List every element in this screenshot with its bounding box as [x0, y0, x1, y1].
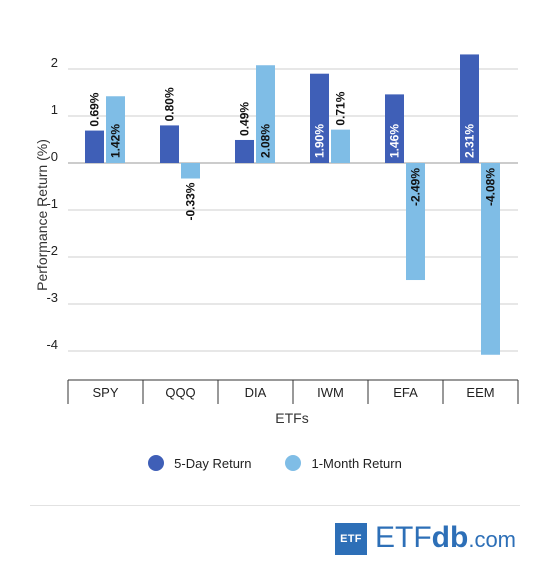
legend: 5-Day Return 1-Month Return: [0, 455, 550, 471]
data-label: 2.31%: [463, 124, 477, 158]
bar-1-month-return: [481, 163, 500, 355]
y-tick-label: -3: [46, 290, 58, 305]
y-tick-label: 2: [51, 55, 58, 70]
y-tick-label: 1: [51, 102, 58, 117]
x-tick-label: EFA: [393, 385, 418, 400]
bar-1-month-return: [106, 96, 125, 163]
y-tick-label: 0: [51, 149, 58, 164]
legend-label-5-day: 5-Day Return: [174, 455, 252, 471]
y-tick-label: -1: [46, 196, 58, 211]
data-label: 1.46%: [388, 124, 402, 158]
y-axis-ticks: 2 1 0 -1 -2 -3 -4: [46, 55, 58, 352]
data-label: -4.08%: [484, 168, 498, 206]
logo-badge: ETF: [335, 523, 367, 555]
bar-1-month-return: [256, 65, 275, 163]
data-labels: 0.69% 0.80% 0.49% 1.90% 1.46% 2.31% 1.42% -0.33…: [88, 87, 498, 220]
bar-1-month-return: [331, 129, 350, 163]
gridlines: [68, 68, 518, 352]
bar-5-day-return: [385, 94, 404, 163]
bar-1-month-return: [406, 163, 425, 281]
y-tick-label: -4: [46, 337, 58, 352]
bars: [85, 54, 500, 355]
bar-5-day-return: [310, 73, 329, 163]
bar-5-day-return: [85, 130, 104, 163]
bar-5-day-return: [160, 125, 179, 163]
y-axis-title: Performance Return (%): [34, 139, 50, 291]
data-label: 0.69%: [88, 92, 102, 126]
bar-5-day-return: [235, 139, 254, 163]
data-label: 0.49%: [238, 102, 252, 136]
data-label: 0.71%: [334, 91, 348, 125]
bar-1-month-return: [181, 163, 200, 179]
data-label: 2.08%: [259, 124, 273, 158]
legend-item-5-day: 5-Day Return: [148, 455, 251, 471]
x-axis: SPY QQQ DIA IWM EFA EEM: [67, 379, 519, 404]
legend-label-1-month: 1-Month Return: [311, 455, 402, 471]
y-tick-label: -2: [46, 243, 58, 258]
x-axis-title: ETFs: [275, 410, 308, 426]
logo-wordmark: ETFdb.com: [375, 522, 516, 556]
x-tick-label: QQQ: [165, 385, 195, 400]
data-label: 1.42%: [109, 124, 123, 158]
footer-divider: [30, 505, 520, 506]
data-label: 0.80%: [163, 87, 177, 121]
x-tick-label: DIA: [245, 385, 267, 400]
legend-swatch-1-month: [285, 455, 302, 471]
bar-chart: 2 1 0 -1 -2 -3 -4 0.69% 0.80% 0.49% 1.90% 1.46% 2.3…: [34, 54, 519, 426]
logo-db: db: [431, 521, 469, 554]
legend-item-1-month: 1-Month Return: [285, 455, 402, 471]
legend-swatch-5-day: [148, 455, 165, 471]
data-label: -2.49%: [409, 168, 423, 206]
x-tick-label: EEM: [466, 385, 494, 400]
data-label: -0.33%: [184, 182, 198, 220]
data-label: 1.90%: [313, 124, 327, 158]
x-tick-label: SPY: [92, 385, 118, 400]
x-tick-label: IWM: [317, 385, 344, 400]
logo-com: .com: [468, 527, 517, 552]
etfdb-logo: ETF ETFdb.com: [335, 522, 516, 556]
bar-5-day-return: [460, 54, 479, 163]
logo-etf: ETF: [375, 521, 432, 554]
